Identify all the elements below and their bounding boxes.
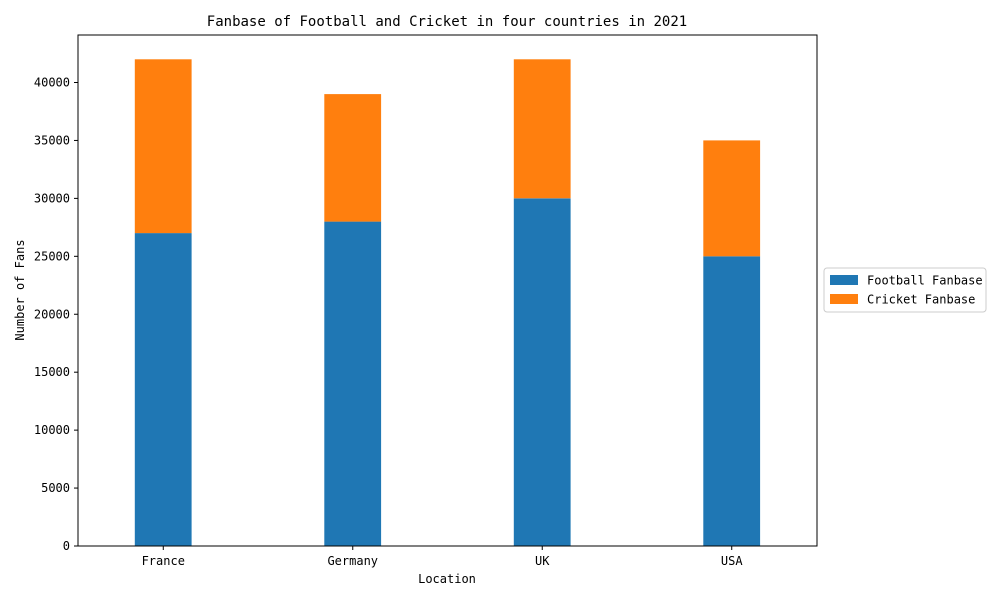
bar-uk-series-1 — [513, 59, 571, 199]
ticks-layer: France Germany UK USA 0 5000 10000 15000 20000 25… — [34, 76, 743, 568]
y-tick-label: 20000 — [34, 307, 70, 321]
bars-layer — [134, 59, 761, 546]
x-tick-label: USA — [721, 554, 743, 568]
y-tick-label: 35000 — [34, 133, 70, 147]
x-tick-label: France — [142, 554, 185, 568]
x-axis-label: Location — [418, 572, 476, 586]
bar-france-series-0 — [134, 233, 192, 546]
chart-title: Fanbase of Football and Cricket in four … — [207, 14, 687, 30]
bar-usa-series-1 — [703, 140, 761, 257]
bar-germany-series-0 — [324, 221, 382, 546]
y-tick-label: 40000 — [34, 76, 70, 90]
legend-swatch — [830, 294, 858, 304]
y-tick-label: 10000 — [34, 423, 70, 437]
legend-swatch — [830, 275, 858, 285]
legend: Football Fanbase Cricket Fanbase — [823, 267, 987, 313]
bar-germany-series-1 — [324, 94, 382, 222]
legend-entry-label: Cricket Fanbase — [867, 293, 975, 307]
bar-uk-series-0 — [513, 198, 571, 546]
legend-frame — [823, 267, 987, 313]
x-tick-label: Germany — [327, 554, 378, 568]
y-tick-label: 30000 — [34, 191, 70, 205]
y-tick-label: 25000 — [34, 249, 70, 263]
bar-france-series-1 — [134, 59, 192, 234]
x-tick-label: UK — [535, 554, 550, 568]
y-tick-label: 15000 — [34, 365, 70, 379]
bar-usa-series-0 — [703, 256, 761, 546]
y-axis-label: Number of Fans — [13, 239, 27, 340]
plot-area-frame — [77, 34, 818, 547]
y-tick-label: 0 — [63, 539, 70, 553]
y-tick-label: 5000 — [41, 481, 70, 495]
legend-entry-label: Football Fanbase — [867, 274, 983, 288]
